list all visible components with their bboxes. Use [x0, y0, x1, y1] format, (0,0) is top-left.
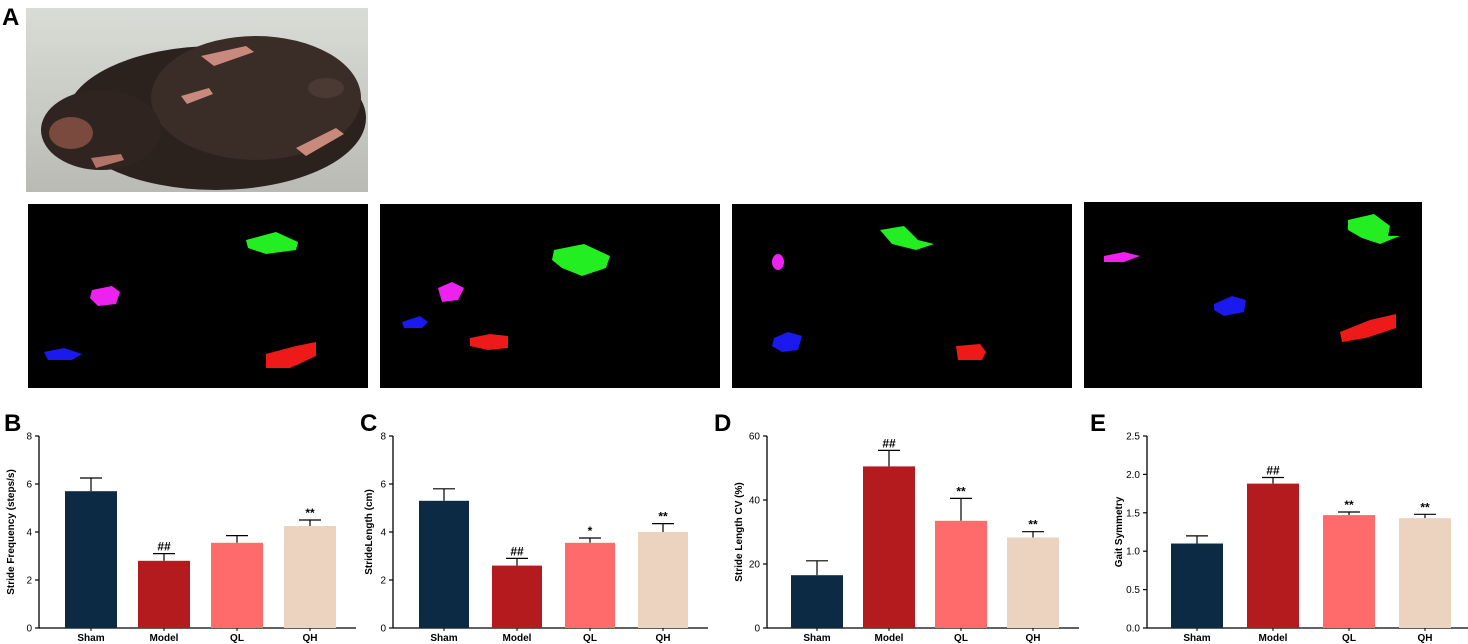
bar-qh — [1399, 518, 1451, 628]
y-tick-label: 2 — [26, 576, 32, 587]
footprint-blue — [1214, 296, 1246, 316]
footprint-blue — [44, 348, 82, 360]
panel-letter-e: E — [1090, 410, 1107, 437]
y-tick-label: 20 — [749, 560, 761, 571]
footprint-green — [552, 244, 610, 276]
significance-label: ## — [510, 544, 524, 558]
x-tick-label: Model — [503, 633, 532, 644]
y-axis-label: Stride Frequency (steps/s) — [6, 469, 17, 595]
bar-sham — [1171, 543, 1223, 628]
bar-model — [863, 466, 915, 628]
bar-sham — [65, 491, 117, 628]
footprint-magenta — [772, 254, 784, 270]
y-tick-label: 0 — [26, 624, 32, 635]
footprint-panel-4-shapes — [1104, 214, 1400, 342]
y-tick-label: 40 — [749, 496, 761, 507]
y-tick-label: 60 — [749, 432, 761, 443]
x-tick-label: Sham — [77, 633, 104, 644]
y-tick-label: 6 — [380, 480, 386, 491]
significance-label: ** — [658, 510, 668, 524]
y-axis-label: Gait Symmetry — [1114, 496, 1125, 567]
footprint-panel-2-shapes — [402, 244, 610, 350]
y-axis-label: Stride Length CV (%) — [734, 482, 745, 581]
footprint-green — [880, 226, 934, 250]
footprint-red — [1340, 314, 1396, 342]
y-tick-label: 2 — [380, 576, 386, 587]
footprint-panel-3-shapes — [772, 226, 986, 360]
panel-letter-c: C — [360, 410, 378, 437]
x-tick-label: QL — [954, 633, 968, 644]
footprint-panel-4 — [1084, 202, 1422, 388]
x-tick-label: QH — [1026, 633, 1041, 644]
y-tick-label: 2.0 — [1126, 470, 1140, 481]
significance-label: ** — [305, 506, 315, 520]
bar-model — [492, 565, 542, 628]
bar-sham — [419, 500, 469, 628]
x-tick-label: Sham — [803, 633, 830, 644]
x-tick-label: Model — [1259, 633, 1288, 644]
panel-letter-d: D — [714, 410, 732, 437]
y-axis-label: StrideLength (cm) — [364, 489, 375, 575]
x-tick-label: Sham — [430, 633, 457, 644]
bar-qh — [638, 532, 688, 628]
y-tick-label: 0 — [380, 624, 386, 635]
significance-label: ## — [1266, 463, 1280, 477]
bar-ql — [1323, 515, 1375, 628]
y-tick-label: 4 — [26, 528, 32, 539]
y-tick-label: 8 — [380, 432, 386, 443]
footprint-magenta — [90, 286, 120, 306]
significance-label: ** — [1420, 500, 1430, 514]
bar-ql — [565, 542, 615, 628]
footprint-panel-1 — [28, 204, 368, 388]
significance-label: ** — [1028, 518, 1038, 532]
y-tick-label: 0 — [754, 624, 760, 635]
x-tick-label: Model — [150, 633, 179, 644]
footprint-panel-1-shapes — [44, 232, 316, 368]
bar-model — [138, 560, 190, 628]
y-tick-label: 1.0 — [1126, 547, 1140, 558]
footprint-magenta — [1104, 252, 1140, 262]
bar-sham — [791, 575, 843, 628]
y-tick-label: 1.5 — [1126, 508, 1140, 519]
bar-qh — [284, 526, 336, 628]
footprint-red — [266, 342, 316, 368]
footprint-green — [246, 232, 298, 254]
footprint-red — [956, 344, 986, 360]
x-tick-label: QL — [230, 633, 244, 644]
x-tick-label: Sham — [1183, 633, 1210, 644]
y-tick-label: 0.0 — [1126, 624, 1140, 635]
rat-photo — [26, 8, 368, 192]
y-tick-label: 0.5 — [1126, 585, 1140, 596]
x-tick-label: QL — [583, 633, 597, 644]
bar-ql — [211, 542, 263, 628]
footprint-green — [1348, 214, 1400, 244]
panel-letter-b: B — [4, 410, 22, 437]
y-tick-label: 6 — [26, 480, 32, 491]
significance-label: ** — [1344, 498, 1354, 512]
significance-label: ** — [956, 484, 966, 498]
footprint-panel-3 — [732, 204, 1072, 388]
bar-model — [1247, 483, 1299, 628]
y-tick-label: 2.5 — [1126, 432, 1140, 443]
panel-letter-a: A — [2, 4, 20, 31]
bar-qh — [1007, 537, 1059, 628]
x-tick-label: QH — [303, 633, 318, 644]
footprint-red — [470, 334, 508, 350]
y-tick-label: 4 — [380, 528, 386, 539]
significance-label: ## — [157, 540, 171, 554]
x-tick-label: Model — [875, 633, 904, 644]
footprint-panel-2 — [380, 204, 720, 388]
x-tick-label: QH — [1418, 633, 1433, 644]
rat-illustration — [41, 36, 366, 190]
footprint-magenta — [438, 282, 464, 302]
x-tick-label: QL — [1342, 633, 1356, 644]
significance-label: ## — [882, 436, 896, 450]
x-tick-label: QH — [656, 633, 671, 644]
y-tick-label: 8 — [26, 432, 32, 443]
footprint-blue — [402, 316, 428, 328]
footprint-blue — [772, 332, 802, 352]
significance-label: * — [588, 524, 593, 538]
bar-ql — [935, 520, 987, 628]
